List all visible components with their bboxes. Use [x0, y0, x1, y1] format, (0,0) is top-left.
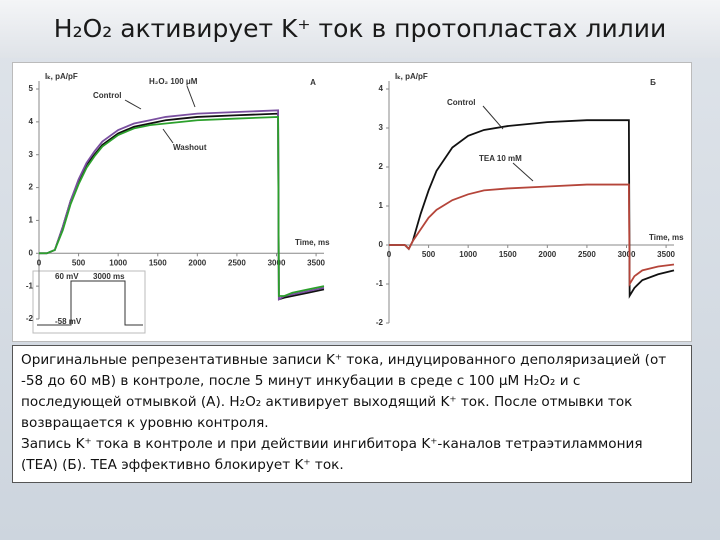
- caption-text: Запись K⁺ тока в контроле и при действии…: [21, 436, 643, 473]
- y-tick-label: -1: [26, 281, 34, 290]
- x-tick-label: 1000: [109, 258, 127, 267]
- x-tick-label: 0: [387, 250, 392, 259]
- annotation-pointer: [186, 85, 196, 108]
- voltage-protocol: [37, 280, 143, 326]
- x-tick-label: 3500: [307, 258, 325, 267]
- y-tick-label: 4: [379, 84, 384, 93]
- x-axis-label: Time, ms: [649, 233, 684, 242]
- y-tick-label: 0: [379, 240, 384, 249]
- caption: Оригинальные репрезентативные записи K⁺ …: [12, 345, 692, 483]
- x-tick-label: 3000: [618, 250, 636, 259]
- x-tick-label: 2000: [188, 258, 206, 267]
- y-axis-label: Iₖ, pA/pF: [45, 72, 78, 81]
- series-line: [389, 183, 675, 288]
- y-tick-label: 2: [29, 183, 34, 192]
- x-axis-label: Time, ms: [295, 238, 330, 247]
- x-tick-label: 2000: [538, 250, 556, 259]
- panel-label: Б: [650, 78, 656, 87]
- y-axis-label: Iₖ, pA/pF: [395, 72, 428, 81]
- x-tick-label: 0: [37, 258, 42, 267]
- series-line: [39, 109, 325, 301]
- x-tick-label: 500: [422, 250, 436, 259]
- panel-label: А: [310, 78, 316, 87]
- slide-title: H₂O₂ активирует K⁺ ток в протопластах ли…: [0, 0, 720, 58]
- series-line: [39, 115, 325, 297]
- series-line: [389, 119, 675, 299]
- x-tick-label: 1500: [499, 250, 517, 259]
- x-tick-label: 500: [72, 258, 86, 267]
- x-tick-label: 1500: [149, 258, 167, 267]
- y-tick-label: -2: [26, 314, 34, 323]
- y-tick-label: 1: [379, 201, 384, 210]
- inset-label: -58 mV: [55, 317, 82, 326]
- annotation: Control: [447, 98, 475, 107]
- x-tick-label: 3500: [657, 250, 675, 259]
- y-tick-label: 4: [29, 117, 34, 126]
- inset-box: [32, 270, 146, 334]
- annotation: H₂O₂ 100 μM: [149, 77, 198, 86]
- caption-text: Оригинальные репрезентативные записи K⁺ …: [21, 352, 667, 431]
- inset: [32, 270, 146, 334]
- x-tick-label: 2500: [228, 258, 246, 267]
- x-tick-label: 3000: [268, 258, 286, 267]
- annotation-pointer: [512, 162, 534, 182]
- annotation: Control: [93, 91, 121, 100]
- annotation-pointer: [482, 105, 504, 130]
- annotation: Washout: [173, 143, 207, 152]
- chart-panel: -2 -1 0 1 2 3 4 5 0 500 1000 1500 2000 2500 3000 3500 А I…: [12, 62, 692, 342]
- y-tick-label: 3: [379, 123, 384, 132]
- y-tick-label: 3: [29, 150, 34, 159]
- y-tick-label: -1: [376, 279, 384, 288]
- annotation-pointer: [162, 128, 174, 144]
- y-tick-label: -2: [376, 318, 384, 327]
- y-tick-label: 1: [29, 216, 34, 225]
- x-tick-label: 2500: [578, 250, 596, 259]
- y-tick-label: 2: [379, 162, 384, 171]
- annotation-pointer: [124, 99, 142, 110]
- inset-label: 3000 ms: [93, 272, 125, 281]
- inset-label: 60 mV: [55, 272, 79, 281]
- x-tick-label: 1000: [459, 250, 477, 259]
- annotation: TEA 10 mM: [479, 154, 522, 163]
- y-tick-label: 0: [29, 248, 34, 257]
- y-tick-label: 5: [29, 84, 34, 93]
